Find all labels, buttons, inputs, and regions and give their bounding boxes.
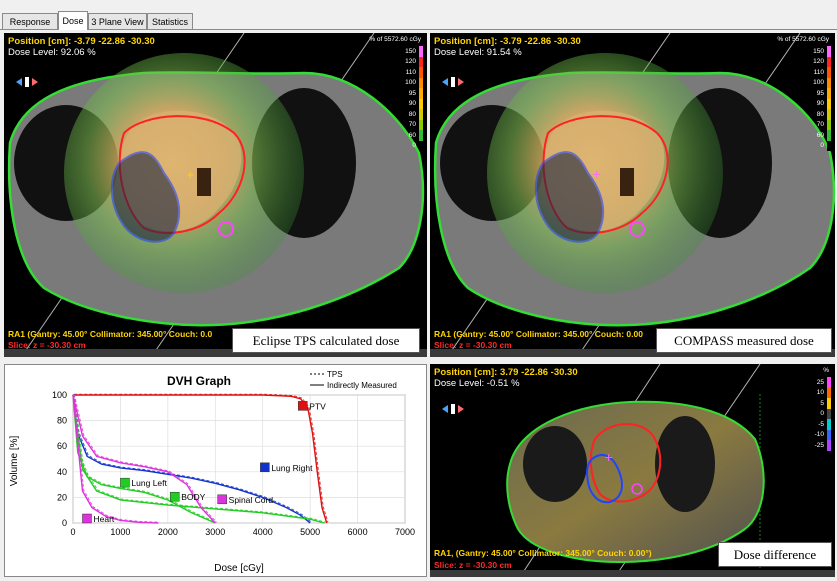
y-tick-label: 20 xyxy=(57,492,67,502)
series-marker xyxy=(217,494,227,505)
x-tick-label: 3000 xyxy=(205,527,225,537)
compass-dose-view[interactable]: + Position [cm]: -3.79 -22.86 -30.30 Dos… xyxy=(430,33,835,357)
x-tick-label: 2000 xyxy=(158,527,178,537)
series-marker xyxy=(169,491,180,502)
ct-slice-image: + xyxy=(430,364,835,577)
x-tick-label: 7000 xyxy=(395,527,415,537)
series-line-tps-spinal-cord xyxy=(73,394,217,523)
tab-statistics[interactable]: Statistics xyxy=(147,13,193,29)
x-axis-label: Dose [cGy] xyxy=(214,563,264,574)
dose-level-readout: Dose Level: 91.54 % xyxy=(434,47,522,58)
beam-info: RA1 (Gantry: 45.00° Collimator: 345.00° … xyxy=(434,329,643,339)
legend-label: Indirectly Measured xyxy=(327,381,397,390)
legend-label: TPS xyxy=(327,370,343,379)
dose-scale-header: % of 5572.60 cGy xyxy=(369,36,421,43)
svg-text:+: + xyxy=(604,451,613,464)
tab-dose[interactable]: Dose xyxy=(58,11,88,30)
orientation-arrows-icon xyxy=(442,77,464,87)
y-tick-label: 80 xyxy=(57,416,67,426)
beam-info: RA1, (Gantry: 45.00° Collimator: 345.00°… xyxy=(434,548,652,558)
series-line-tps-heart xyxy=(73,394,160,523)
y-tick-label: 0 xyxy=(62,518,67,528)
series-line-spinal-cord xyxy=(72,394,216,524)
chart-series-labels: PTV Lung Right Lung Left BODY Spinal Cord Hea… xyxy=(82,401,326,524)
dose-color-scale: 150 120 110 100 95 90 80 70 60 0 xyxy=(799,46,831,151)
series-label: Lung Left xyxy=(131,478,167,488)
x-tick-label: 5000 xyxy=(300,527,320,537)
beam-info: RA1 (Gantry: 45.00° Collimator: 345.00° … xyxy=(8,329,213,339)
tab-bar-divider xyxy=(0,29,837,30)
x-tick-label: 0 xyxy=(70,527,75,537)
panel-caption: Eclipse TPS calculated dose xyxy=(232,328,420,353)
orientation-arrows-icon xyxy=(16,77,38,87)
series-label: Lung Right xyxy=(271,463,313,473)
slice-info: Slice: z = -30.30 cm xyxy=(434,340,512,350)
panel-caption: COMPASS measured dose xyxy=(656,328,832,353)
chart-axes: 0 1000 2000 3000 4000 5000 6000 7000 0 20 40 60 80 10… xyxy=(52,390,415,537)
panel-caption: Dose difference xyxy=(718,542,832,567)
x-tick-label: 1000 xyxy=(110,527,130,537)
series-label: Heart xyxy=(93,514,114,524)
series-line-tps-lung-right xyxy=(73,394,312,523)
position-readout: Position [cm]: -3.79 -22.86 -30.30 xyxy=(8,36,155,47)
y-tick-label: 40 xyxy=(57,467,67,477)
diff-color-scale: 25 10 5 0 -5 -10 -25 xyxy=(799,377,831,451)
x-tick-label: 6000 xyxy=(348,527,368,537)
slice-info: Slice: z = -30.30 cm xyxy=(8,340,86,350)
dose-level-readout: Dose Level: -0.51 % xyxy=(434,378,520,389)
series-label: BODY xyxy=(181,492,205,502)
x-tick-label: 4000 xyxy=(253,527,273,537)
dose-color-scale: 150 120 110 100 95 90 80 70 60 0 xyxy=(391,46,423,151)
dose-level-readout: Dose Level: 92.06 % xyxy=(8,47,96,58)
series-marker xyxy=(298,401,308,411)
slice-info: Slice: z = -30.30 cm xyxy=(434,560,512,570)
ct-slice-image: + xyxy=(4,33,427,357)
series-marker xyxy=(120,477,130,488)
series-line-ptv xyxy=(73,394,328,524)
series-label: PTV xyxy=(309,401,326,411)
dose-scale-header: % of 5572.60 cGy xyxy=(777,36,829,43)
orientation-arrows-icon xyxy=(442,404,464,414)
tab-bar: Response Dose 3 Plane View Statistics xyxy=(0,0,837,30)
series-marker xyxy=(82,513,92,524)
ct-slice-image: + xyxy=(430,33,835,357)
tab-3-plane-view[interactable]: 3 Plane View xyxy=(88,13,147,29)
series-line-lung-right xyxy=(72,394,311,524)
chart-title: DVH Graph xyxy=(167,374,231,388)
y-tick-label: 60 xyxy=(57,441,67,451)
position-readout: Position [cm]: -3.79 -22.86 -30.30 xyxy=(434,36,581,47)
position-readout: Position [cm]: 3.79 -22.86 -30.30 xyxy=(434,367,578,378)
diff-scale-header: % xyxy=(823,367,829,374)
tab-response[interactable]: Response xyxy=(2,13,58,29)
series-line-tps-body xyxy=(73,394,326,523)
dose-difference-view[interactable]: + Position [cm]: 3.79 -22.86 -30.30 Dose… xyxy=(430,364,835,577)
y-tick-label: 100 xyxy=(52,390,67,400)
chart-legend: TPS Indirectly Measured xyxy=(310,370,397,390)
series-marker xyxy=(260,462,270,473)
chart-series xyxy=(72,393,329,524)
svg-text:+: + xyxy=(592,168,601,181)
series-line-body xyxy=(72,394,325,524)
series-label: Spinal Cord xyxy=(229,495,274,505)
series-line-heart xyxy=(72,394,159,524)
svg-text:+: + xyxy=(186,170,194,181)
y-axis-label: Volume [%] xyxy=(9,435,20,486)
dvh-graph-panel[interactable]: DVH Graph TPS Indirectly Measured 0 1000 20… xyxy=(4,364,427,577)
tps-dose-view[interactable]: + Position [cm]: -3.79 -22.86 -30.30 Dos… xyxy=(4,33,427,357)
